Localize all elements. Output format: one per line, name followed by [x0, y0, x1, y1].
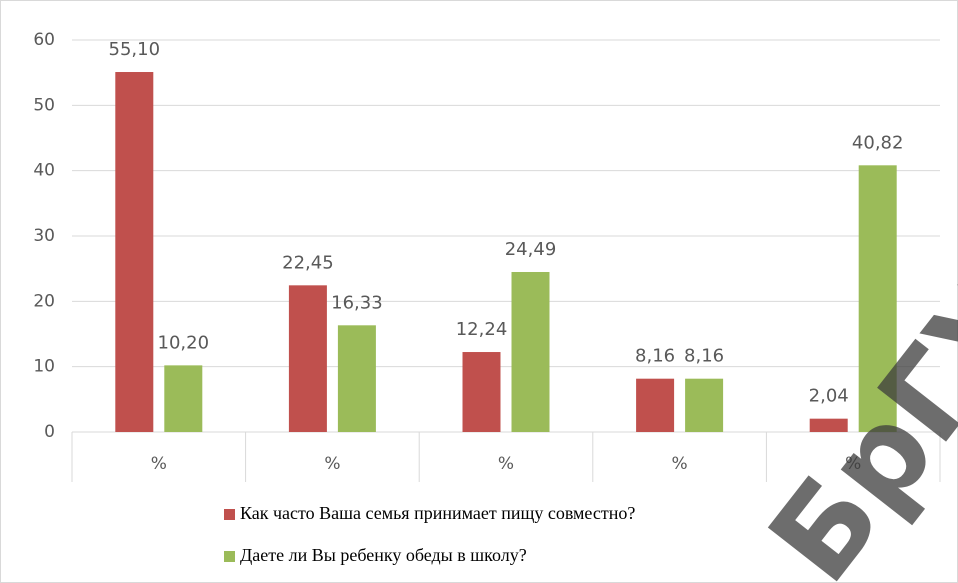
- y-tick-label: 40: [33, 161, 55, 181]
- bar: [462, 352, 501, 432]
- y-tick-label: 10: [33, 357, 55, 377]
- value-label: 2,04: [809, 386, 849, 407]
- bar: [511, 271, 550, 432]
- bar: [636, 378, 675, 432]
- value-label: 10,20: [158, 332, 210, 353]
- value-label: 16,33: [331, 292, 383, 313]
- value-label: 8,16: [684, 346, 724, 367]
- x-tick-label: %: [151, 454, 167, 474]
- value-label: 55,10: [109, 39, 161, 60]
- x-tick-label: %: [845, 454, 861, 474]
- value-label: 24,49: [505, 239, 557, 260]
- bar: [337, 325, 376, 432]
- bar: [809, 418, 848, 432]
- x-tick-label: %: [498, 454, 514, 474]
- value-label: 40,82: [852, 132, 904, 153]
- legend-label: Даете ли Вы ребенку обеды в школу?: [240, 545, 527, 565]
- y-tick-label: 60: [33, 30, 55, 50]
- y-tick-label: 20: [33, 291, 55, 311]
- legend-swatch: [224, 509, 235, 520]
- value-label: 8,16: [635, 346, 675, 367]
- value-label: 22,45: [282, 252, 334, 273]
- y-tick-label: 50: [33, 95, 55, 115]
- value-label: 12,24: [456, 319, 508, 340]
- y-tick-label: 0: [44, 422, 55, 442]
- y-tick-label: 30: [33, 226, 55, 246]
- bar: [685, 378, 724, 432]
- legend-swatch: [224, 551, 235, 562]
- x-tick-label: %: [324, 454, 340, 474]
- bar: [858, 165, 897, 432]
- bar: [288, 285, 327, 432]
- x-tick-label: %: [672, 454, 688, 474]
- bar: [115, 72, 154, 432]
- bar: [164, 365, 203, 432]
- legend-label: Как часто Ваша семья принимает пищу совм…: [240, 503, 635, 523]
